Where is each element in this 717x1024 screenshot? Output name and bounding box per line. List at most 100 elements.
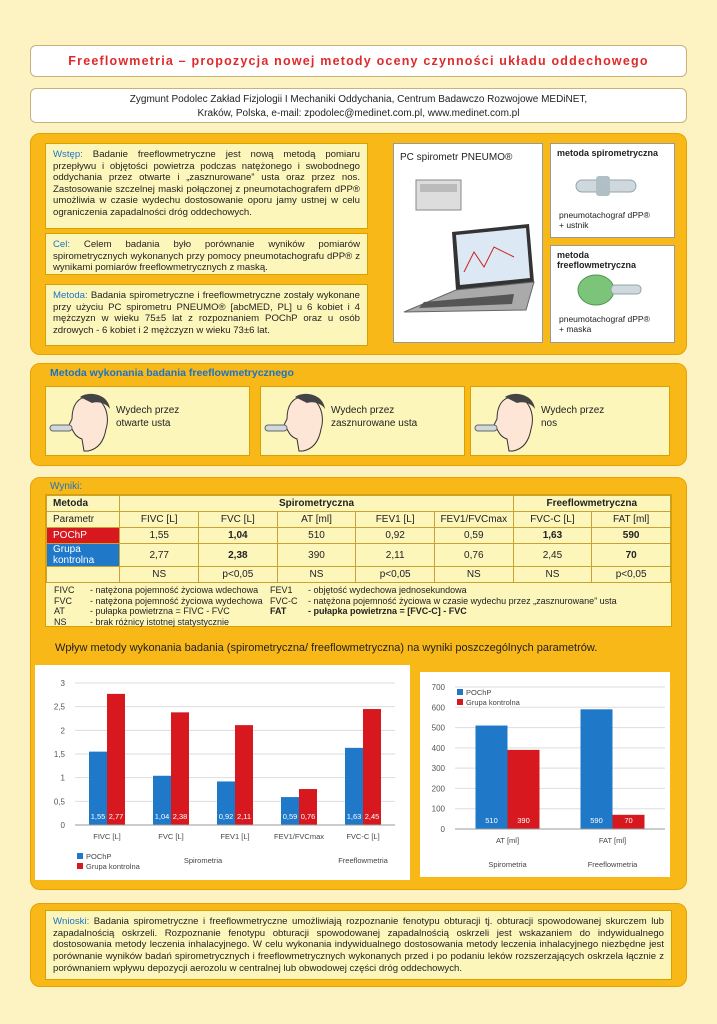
value-label: 1,04 bbox=[155, 812, 170, 821]
table-cell: NS bbox=[512, 566, 593, 583]
bar bbox=[235, 725, 253, 825]
bar bbox=[507, 749, 540, 829]
table-cell: FAT [ml] bbox=[591, 511, 671, 528]
value-label: 0,76 bbox=[301, 812, 316, 821]
group-label: Spirometria bbox=[488, 860, 527, 869]
legend-label: POChP bbox=[466, 688, 491, 697]
note-text: - natężona pojemność życiowa wydechowa bbox=[90, 595, 263, 606]
caption-line: + maska bbox=[559, 324, 592, 334]
method-caption: pneumotachograf dPP® + maska bbox=[559, 314, 650, 334]
value-label: 510 bbox=[485, 816, 498, 825]
conclusions: Wnioski: Badania spirometryczne i freefl… bbox=[45, 910, 672, 980]
table-cell: 390 bbox=[276, 543, 357, 567]
table-cell: FVC [L] bbox=[198, 511, 278, 528]
face-icon bbox=[49, 393, 110, 452]
y-tick-label: 100 bbox=[432, 805, 446, 814]
bar bbox=[580, 709, 613, 829]
table-row: POChP 1,55 1,04 510 0,92 0,59 1,63 590 bbox=[45, 527, 671, 544]
step-box: Wydech przez nos bbox=[470, 386, 670, 456]
note-abbr: FIVC bbox=[54, 585, 75, 595]
note-text: - objętość wydechowa jednosekundowa bbox=[308, 585, 467, 595]
table-cell: 0,92 bbox=[355, 527, 435, 544]
results-table: Metoda Spirometryczna Freeflowmetryczna Par… bbox=[45, 495, 672, 583]
y-tick-label: 500 bbox=[432, 724, 446, 733]
laptop-image bbox=[403, 179, 535, 313]
bar bbox=[475, 725, 508, 829]
x-tick-label: FVC [L] bbox=[158, 832, 183, 841]
face-icon bbox=[474, 393, 535, 452]
note-text: - brak różnicy istotnej statystycznie bbox=[90, 616, 230, 627]
table-row: Metoda Spirometryczna Freeflowmetryczna bbox=[45, 495, 672, 512]
caption-line: pneumotachograf dPP® bbox=[559, 210, 650, 220]
note-text: - natężona pojemność życiowa wdechowa bbox=[90, 585, 259, 595]
note-abbr: FAT bbox=[270, 606, 287, 616]
value-label: 2,38 bbox=[173, 812, 188, 821]
text: Badania spirometryczne i freeflowmetrycz… bbox=[53, 290, 360, 336]
value-label: 2,11 bbox=[237, 812, 251, 821]
legend-label: Grupa kontrolna bbox=[86, 862, 141, 871]
step-line: Wydech przez bbox=[541, 405, 605, 416]
table-cell: p<0,05 bbox=[198, 566, 278, 583]
procedure-title: Metoda wykonania badania freeflowmetrycz… bbox=[50, 367, 294, 379]
table-cell: POChP bbox=[45, 527, 121, 544]
y-tick-label: 200 bbox=[432, 784, 446, 793]
value-label: 0,59 bbox=[283, 812, 298, 821]
table-cell: Parametr bbox=[45, 511, 121, 528]
table-cell: 590 bbox=[591, 527, 671, 544]
label: Metoda: bbox=[53, 290, 88, 301]
table-cell: 2,77 bbox=[119, 543, 200, 567]
value-label: 1,55 bbox=[91, 812, 106, 821]
authors-line: Kraków, Polska, e-mail: zpodolec@medinet… bbox=[197, 108, 520, 119]
chart-heading: Wpływ metody wykonania badania (spiromet… bbox=[55, 642, 598, 654]
text: Celem badania było porównanie wyników po… bbox=[53, 239, 360, 274]
group-label: Freeflowmetria bbox=[588, 860, 638, 869]
table-cell bbox=[45, 566, 121, 583]
table-cell: NS bbox=[119, 566, 200, 583]
intro-paragraph: Cel: Celem badania było porównanie wynik… bbox=[45, 233, 368, 275]
step-text: Wydech przez zasznurowane usta bbox=[331, 404, 417, 430]
note-abbr: AT bbox=[54, 606, 65, 616]
step-line: zasznurowane usta bbox=[331, 418, 418, 429]
table-cell: 1,55 bbox=[119, 527, 200, 544]
y-tick-label: 0 bbox=[61, 821, 66, 830]
note-text: - pułapka powietrzna = FIVC - FVC bbox=[90, 606, 230, 616]
table-cell: FEV1/FVCmax bbox=[433, 511, 514, 528]
legend-label: POChP bbox=[86, 852, 111, 861]
table-cell: FIVC [L] bbox=[119, 511, 200, 528]
legend-label: Grupa kontrolna bbox=[466, 698, 521, 707]
table-row: NS p<0,05 NS p<0,05 NS NS p<0,05 bbox=[45, 566, 671, 583]
legend-swatch bbox=[457, 689, 463, 695]
table-cell: 2,11 bbox=[355, 543, 435, 567]
legend-swatch bbox=[77, 853, 83, 859]
note-abbr: FVC-C bbox=[270, 595, 298, 606]
chart: 0 0,5 1 1,5 2 2,5 3 FIVC [L] 1,55 2,77 FVC [L] 1,04… bbox=[35, 665, 410, 880]
step-text: Wydech przez nos bbox=[541, 404, 604, 430]
note-abbr: FVC bbox=[54, 595, 72, 606]
y-tick-label: 0 bbox=[441, 825, 446, 834]
table-cell: Grupa kontrolna bbox=[45, 543, 121, 567]
x-tick-label: FAT [ml] bbox=[599, 836, 626, 845]
y-tick-label: 1,5 bbox=[54, 750, 66, 759]
face-icon bbox=[264, 393, 325, 452]
y-tick-label: 0,5 bbox=[54, 797, 66, 806]
y-tick-label: 300 bbox=[432, 764, 446, 773]
authors: Zygmunt Podolec Zakład Fizjologii I Mech… bbox=[30, 88, 687, 123]
method-box: metoda spirometryczna pneumotachograf dP… bbox=[550, 143, 675, 238]
table-cell: 2,45 bbox=[512, 543, 593, 567]
y-tick-label: 1 bbox=[61, 774, 66, 783]
method-caption: pneumotachograf dPP® + ustnik bbox=[559, 210, 650, 230]
table-cell: 2,38 bbox=[198, 543, 278, 567]
table-cell: NS bbox=[276, 566, 357, 583]
intro-paragraph: Wstęp: Badanie freeflowmetryczne jest no… bbox=[45, 143, 368, 229]
y-tick-label: 700 bbox=[432, 683, 446, 692]
x-tick-label: FEV1 [L] bbox=[220, 832, 249, 841]
step-line: otwarte usta bbox=[116, 418, 171, 429]
bar bbox=[107, 693, 125, 825]
bar bbox=[281, 797, 299, 825]
table-header: Metoda bbox=[45, 495, 121, 512]
step-text: Wydech przez otwarte usta bbox=[116, 404, 179, 430]
group-label: Spirometria bbox=[184, 856, 223, 865]
value-label: 390 bbox=[517, 816, 530, 825]
mask-image bbox=[577, 274, 642, 306]
